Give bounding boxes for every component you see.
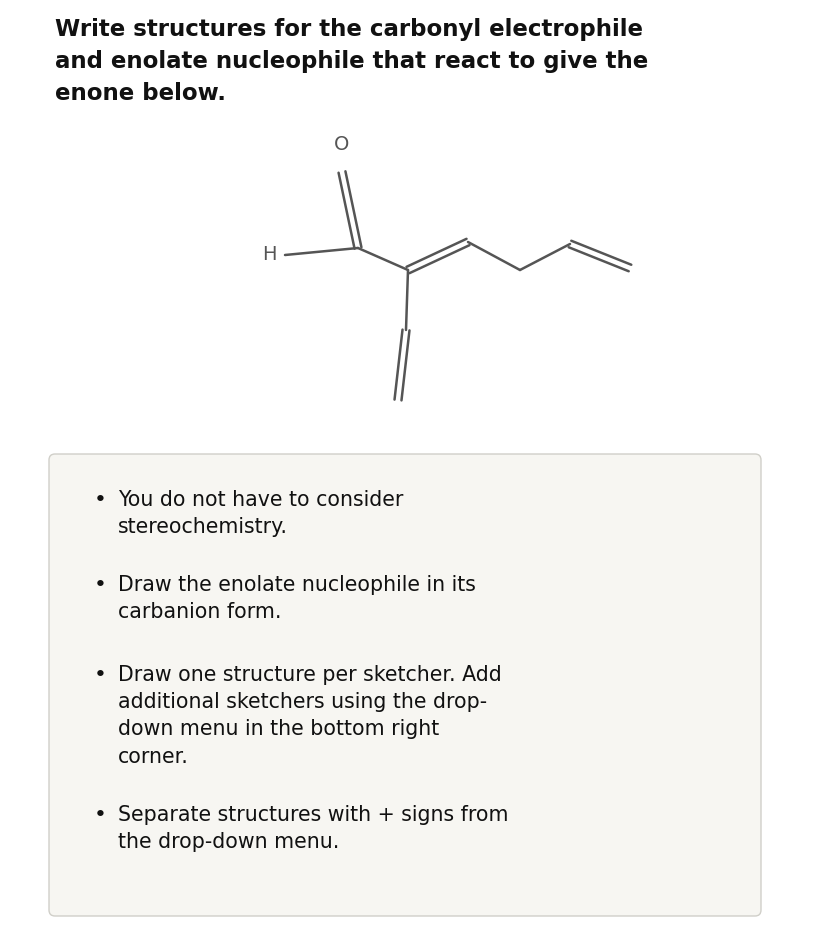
Text: Draw the enolate nucleophile in its
carbanion form.: Draw the enolate nucleophile in its carb… xyxy=(118,575,476,622)
Text: Separate structures with + signs from
the drop-down menu.: Separate structures with + signs from th… xyxy=(118,805,509,852)
Text: •: • xyxy=(94,805,107,825)
Text: O: O xyxy=(335,135,350,154)
Text: •: • xyxy=(94,490,107,510)
Text: Draw one structure per sketcher. Add
additional sketchers using the drop-
down m: Draw one structure per sketcher. Add add… xyxy=(118,665,501,767)
Text: H: H xyxy=(262,245,277,264)
Text: •: • xyxy=(94,665,107,685)
Text: You do not have to consider
stereochemistry.: You do not have to consider stereochemis… xyxy=(118,490,404,537)
Text: •: • xyxy=(94,575,107,595)
FancyBboxPatch shape xyxy=(49,454,761,916)
Text: Write structures for the carbonyl electrophile
and enolate nucleophile that reac: Write structures for the carbonyl electr… xyxy=(55,18,648,105)
